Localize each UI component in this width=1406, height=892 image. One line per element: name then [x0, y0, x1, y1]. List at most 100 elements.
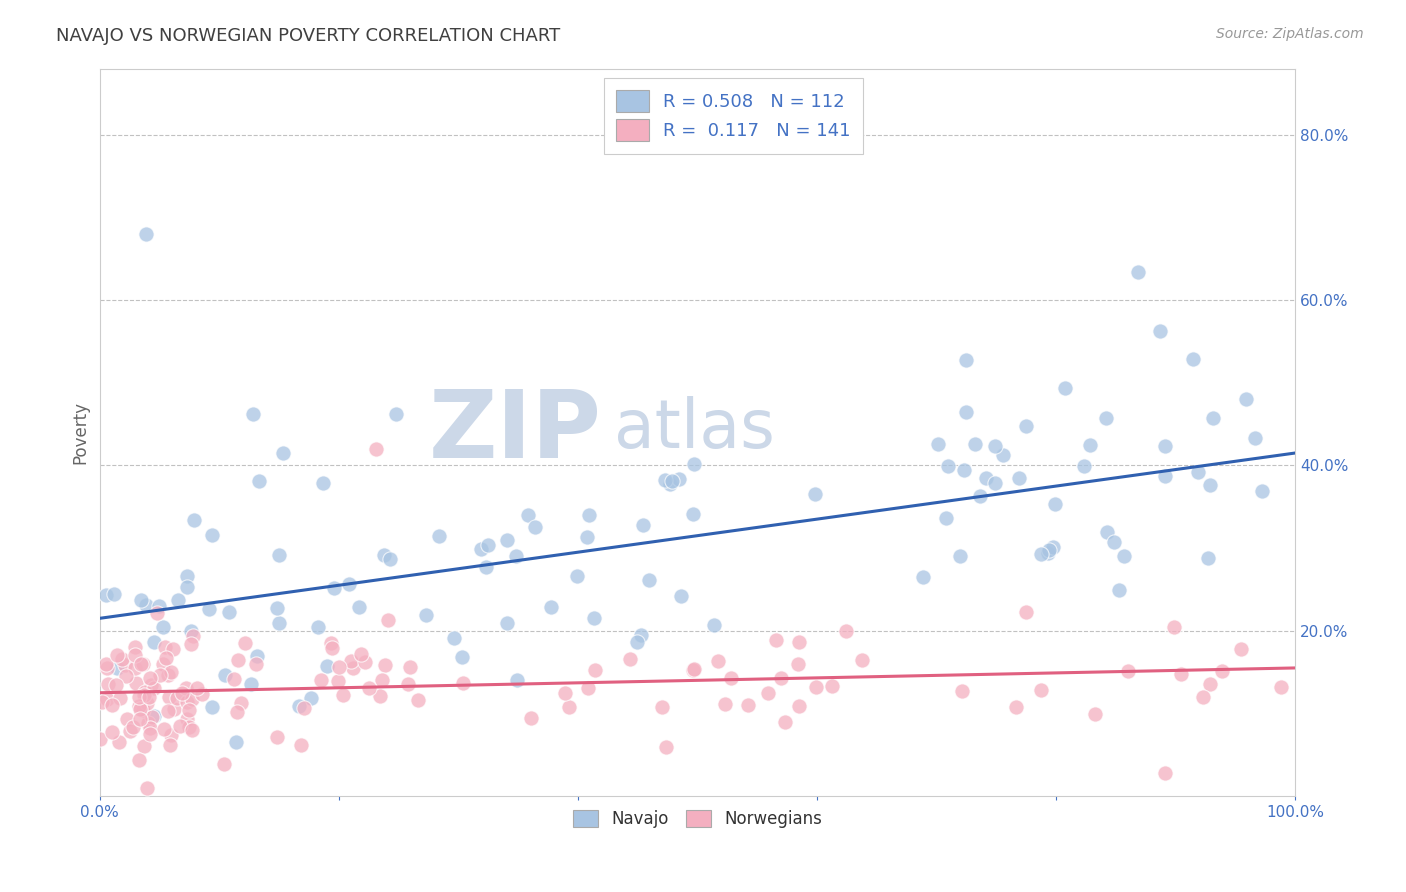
Point — [558, 699, 581, 714]
Point — [765, 633, 787, 648]
Point — [578, 508, 600, 523]
Point — [378, 551, 401, 566]
Point — [1038, 546, 1060, 560]
Point — [659, 476, 682, 491]
Point — [415, 608, 437, 623]
Point — [953, 463, 976, 477]
Point — [371, 673, 394, 687]
Point — [377, 613, 399, 627]
Point — [427, 529, 450, 543]
Point — [637, 573, 659, 587]
Point — [136, 780, 159, 795]
Point — [1187, 465, 1209, 479]
Point — [149, 668, 172, 682]
Point — [124, 648, 146, 662]
Point — [626, 635, 648, 649]
Point — [91, 695, 114, 709]
Point — [128, 690, 150, 705]
Point — [1170, 667, 1192, 681]
Point — [321, 635, 343, 649]
Point — [655, 739, 678, 754]
Point — [135, 696, 157, 710]
Point — [163, 702, 186, 716]
Point — [682, 507, 704, 521]
Point — [554, 686, 576, 700]
Point — [583, 664, 606, 678]
Point — [176, 712, 198, 726]
Point — [152, 620, 174, 634]
Point — [1251, 483, 1274, 498]
Point — [181, 629, 204, 643]
Point — [138, 690, 160, 704]
Point — [374, 657, 396, 672]
Point — [125, 676, 148, 690]
Point — [787, 657, 810, 671]
Point — [153, 640, 176, 654]
Point — [267, 549, 290, 563]
Point — [172, 686, 194, 700]
Point — [266, 731, 288, 745]
Point — [1163, 620, 1185, 634]
Point — [1005, 699, 1028, 714]
Point — [1154, 439, 1177, 453]
Point — [370, 690, 392, 704]
Point — [1154, 765, 1177, 780]
Point — [342, 661, 364, 675]
Point — [804, 680, 827, 694]
Point — [143, 681, 166, 695]
Point — [167, 593, 190, 607]
Point — [804, 486, 827, 500]
Point — [1199, 677, 1222, 691]
Point — [266, 601, 288, 615]
Point — [1234, 392, 1257, 406]
Point — [948, 549, 970, 563]
Point — [124, 640, 146, 655]
Point — [122, 720, 145, 734]
Point — [1154, 469, 1177, 483]
Point — [669, 589, 692, 603]
Point — [105, 648, 128, 662]
Point — [1038, 543, 1060, 558]
Point — [328, 659, 350, 673]
Point — [240, 677, 263, 691]
Point — [496, 533, 519, 548]
Point — [96, 660, 118, 674]
Point — [1198, 477, 1220, 491]
Text: NAVAJO VS NORWEGIAN POVERTY CORRELATION CHART: NAVAJO VS NORWEGIAN POVERTY CORRELATION … — [56, 27, 561, 45]
Point — [287, 699, 309, 714]
Point — [965, 437, 987, 451]
Point — [1015, 419, 1038, 434]
Point — [1108, 583, 1130, 598]
Point — [157, 668, 180, 682]
Point — [955, 405, 977, 419]
Point — [111, 652, 134, 666]
Point — [350, 647, 373, 661]
Point — [156, 704, 179, 718]
Text: atlas: atlas — [614, 396, 775, 462]
Point — [1008, 471, 1031, 485]
Point — [141, 710, 163, 724]
Point — [969, 489, 991, 503]
Point — [176, 569, 198, 583]
Text: ZIP: ZIP — [429, 386, 602, 478]
Point — [118, 723, 141, 738]
Point — [218, 606, 240, 620]
Point — [115, 668, 138, 682]
Point — [787, 634, 810, 648]
Point — [1116, 664, 1139, 678]
Point — [540, 599, 562, 614]
Point — [226, 652, 249, 666]
Point — [475, 560, 498, 574]
Point — [851, 653, 873, 667]
Point — [214, 667, 236, 681]
Point — [159, 665, 181, 679]
Point — [682, 662, 704, 676]
Point — [247, 474, 270, 488]
Point — [180, 624, 202, 639]
Point — [96, 691, 118, 706]
Point — [141, 678, 163, 692]
Point — [787, 698, 810, 713]
Point — [337, 576, 360, 591]
Point — [516, 508, 538, 523]
Point — [683, 458, 706, 472]
